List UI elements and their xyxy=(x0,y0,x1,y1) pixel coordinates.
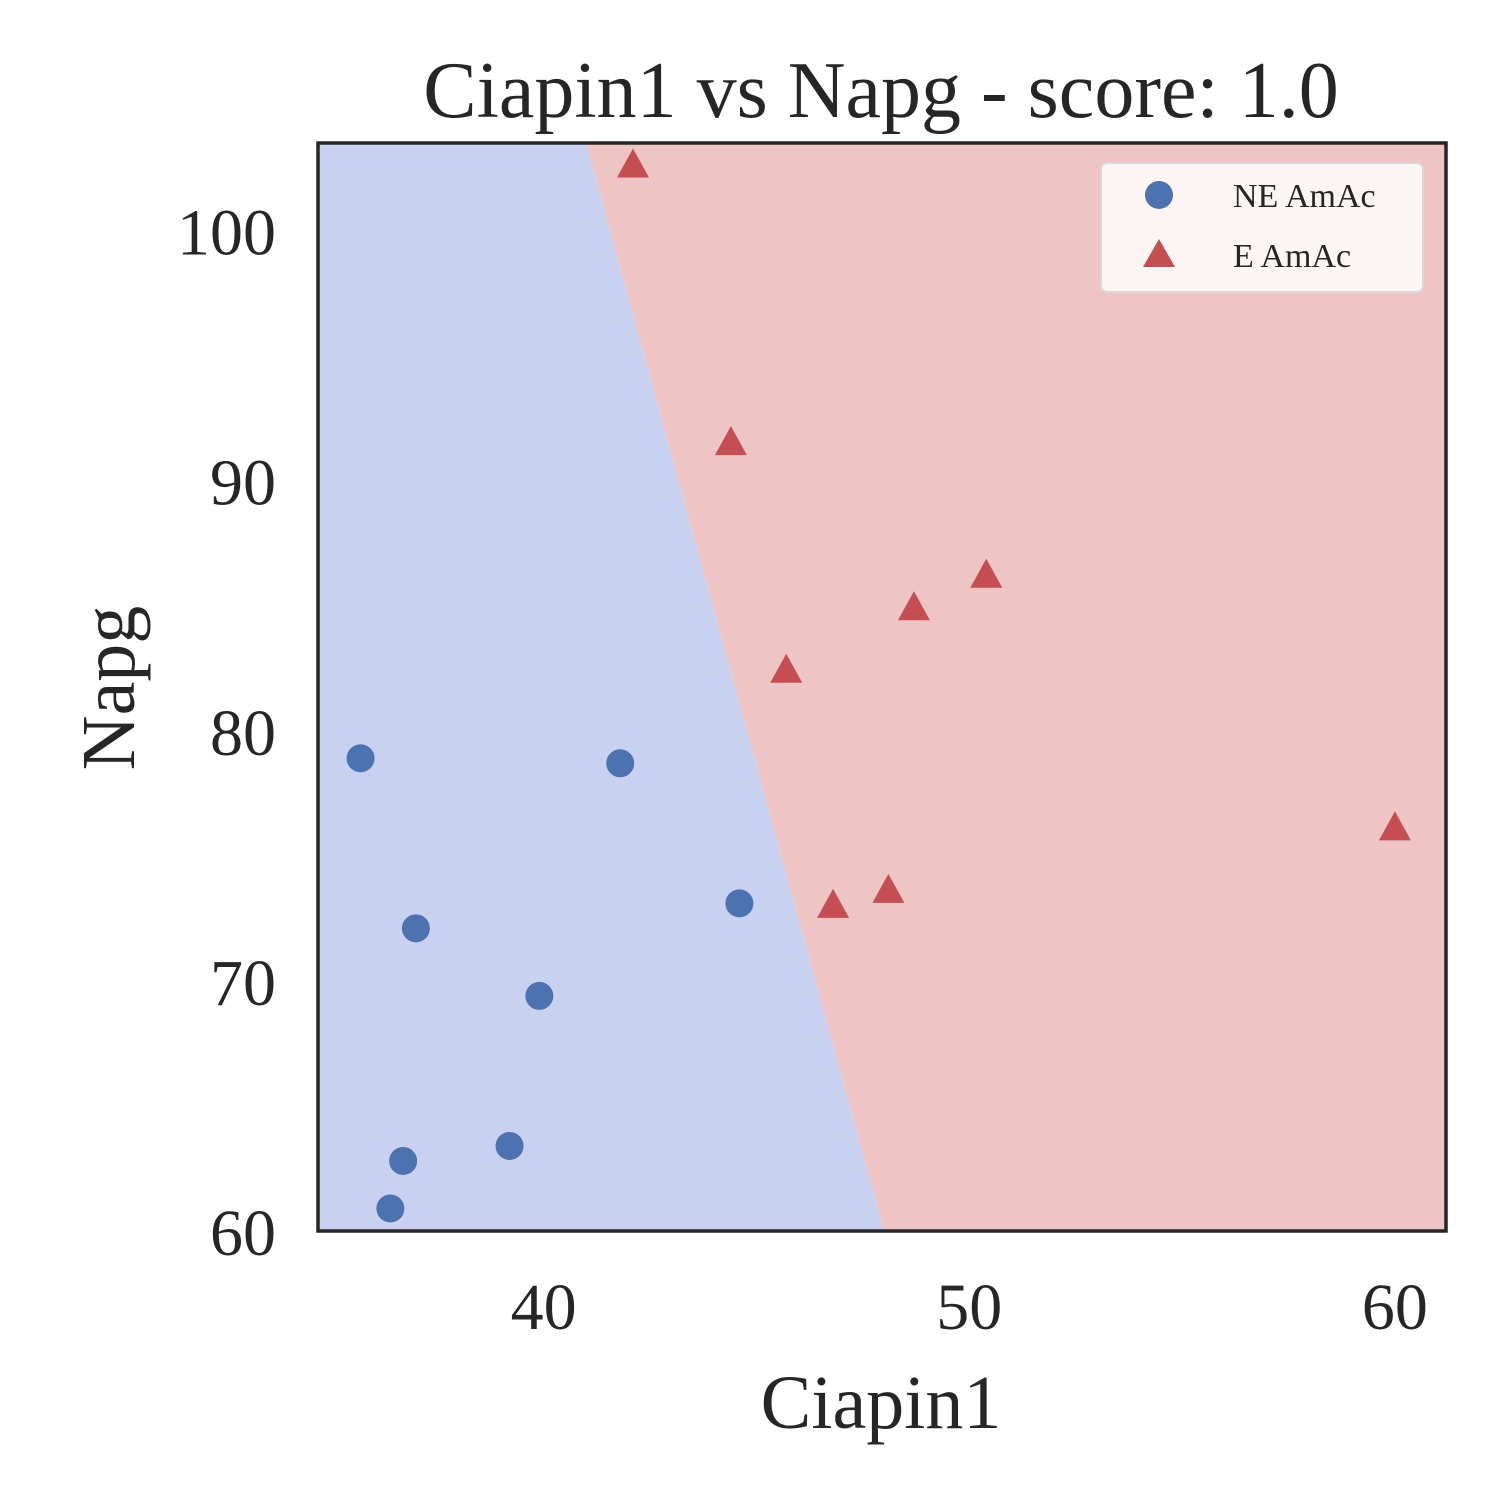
legend-label-ne-amac: NE AmAc xyxy=(1233,178,1376,215)
data-point-series-1-1 xyxy=(714,426,747,456)
decision-region-ne xyxy=(318,143,885,1231)
data-point-series-1-4 xyxy=(970,558,1003,588)
data-point-series-1-3 xyxy=(897,591,930,621)
chart-title: Ciapin1 vs Napg - score: 1.0 xyxy=(423,47,1338,135)
data-point-series-0-5 xyxy=(495,1131,524,1160)
y-tick-label: 60 xyxy=(210,1197,276,1270)
data-point-series-0-2 xyxy=(389,1146,418,1175)
y-tick-label: 90 xyxy=(210,447,276,520)
plot-area xyxy=(316,141,1448,1233)
data-points xyxy=(346,148,1411,1223)
data-point-series-1-6 xyxy=(872,873,905,903)
x-tick-label: 40 xyxy=(511,1271,577,1344)
data-point-series-1-2 xyxy=(770,653,803,683)
y-tick-label: 80 xyxy=(210,697,276,770)
data-point-series-0-6 xyxy=(606,749,635,778)
legend-box xyxy=(1100,162,1424,293)
data-point-series-1-7 xyxy=(1378,811,1411,841)
data-point-series-0-3 xyxy=(376,1194,405,1223)
decision-region-e xyxy=(586,143,1446,1231)
data-point-series-0-7 xyxy=(725,889,754,918)
data-point-series-0-4 xyxy=(525,981,554,1010)
legend: NE AmAc E AmAc xyxy=(1100,162,1424,293)
y-axis-label: Napg xyxy=(67,606,151,771)
x-axis-label: Ciapin1 xyxy=(761,1361,1002,1445)
y-tick-label: 70 xyxy=(210,947,276,1020)
legend-marker-e-amac xyxy=(1143,239,1175,267)
y-tick-label: 100 xyxy=(177,197,276,270)
data-point-series-1-0 xyxy=(616,148,649,178)
legend-label-e-amac: E AmAc xyxy=(1233,238,1351,275)
x-axis-ticks: 40 50 60 xyxy=(511,1271,1428,1344)
legend-marker-ne-amac xyxy=(1145,181,1173,209)
x-tick-label: 50 xyxy=(936,1271,1002,1344)
y-axis-ticks: 60 70 80 90 100 xyxy=(177,197,276,1270)
data-point-series-1-5 xyxy=(817,888,850,918)
x-tick-label: 60 xyxy=(1362,1271,1428,1344)
data-point-series-0-1 xyxy=(401,914,430,943)
plot-frame xyxy=(316,141,1448,1233)
data-point-series-0-0 xyxy=(346,744,375,773)
